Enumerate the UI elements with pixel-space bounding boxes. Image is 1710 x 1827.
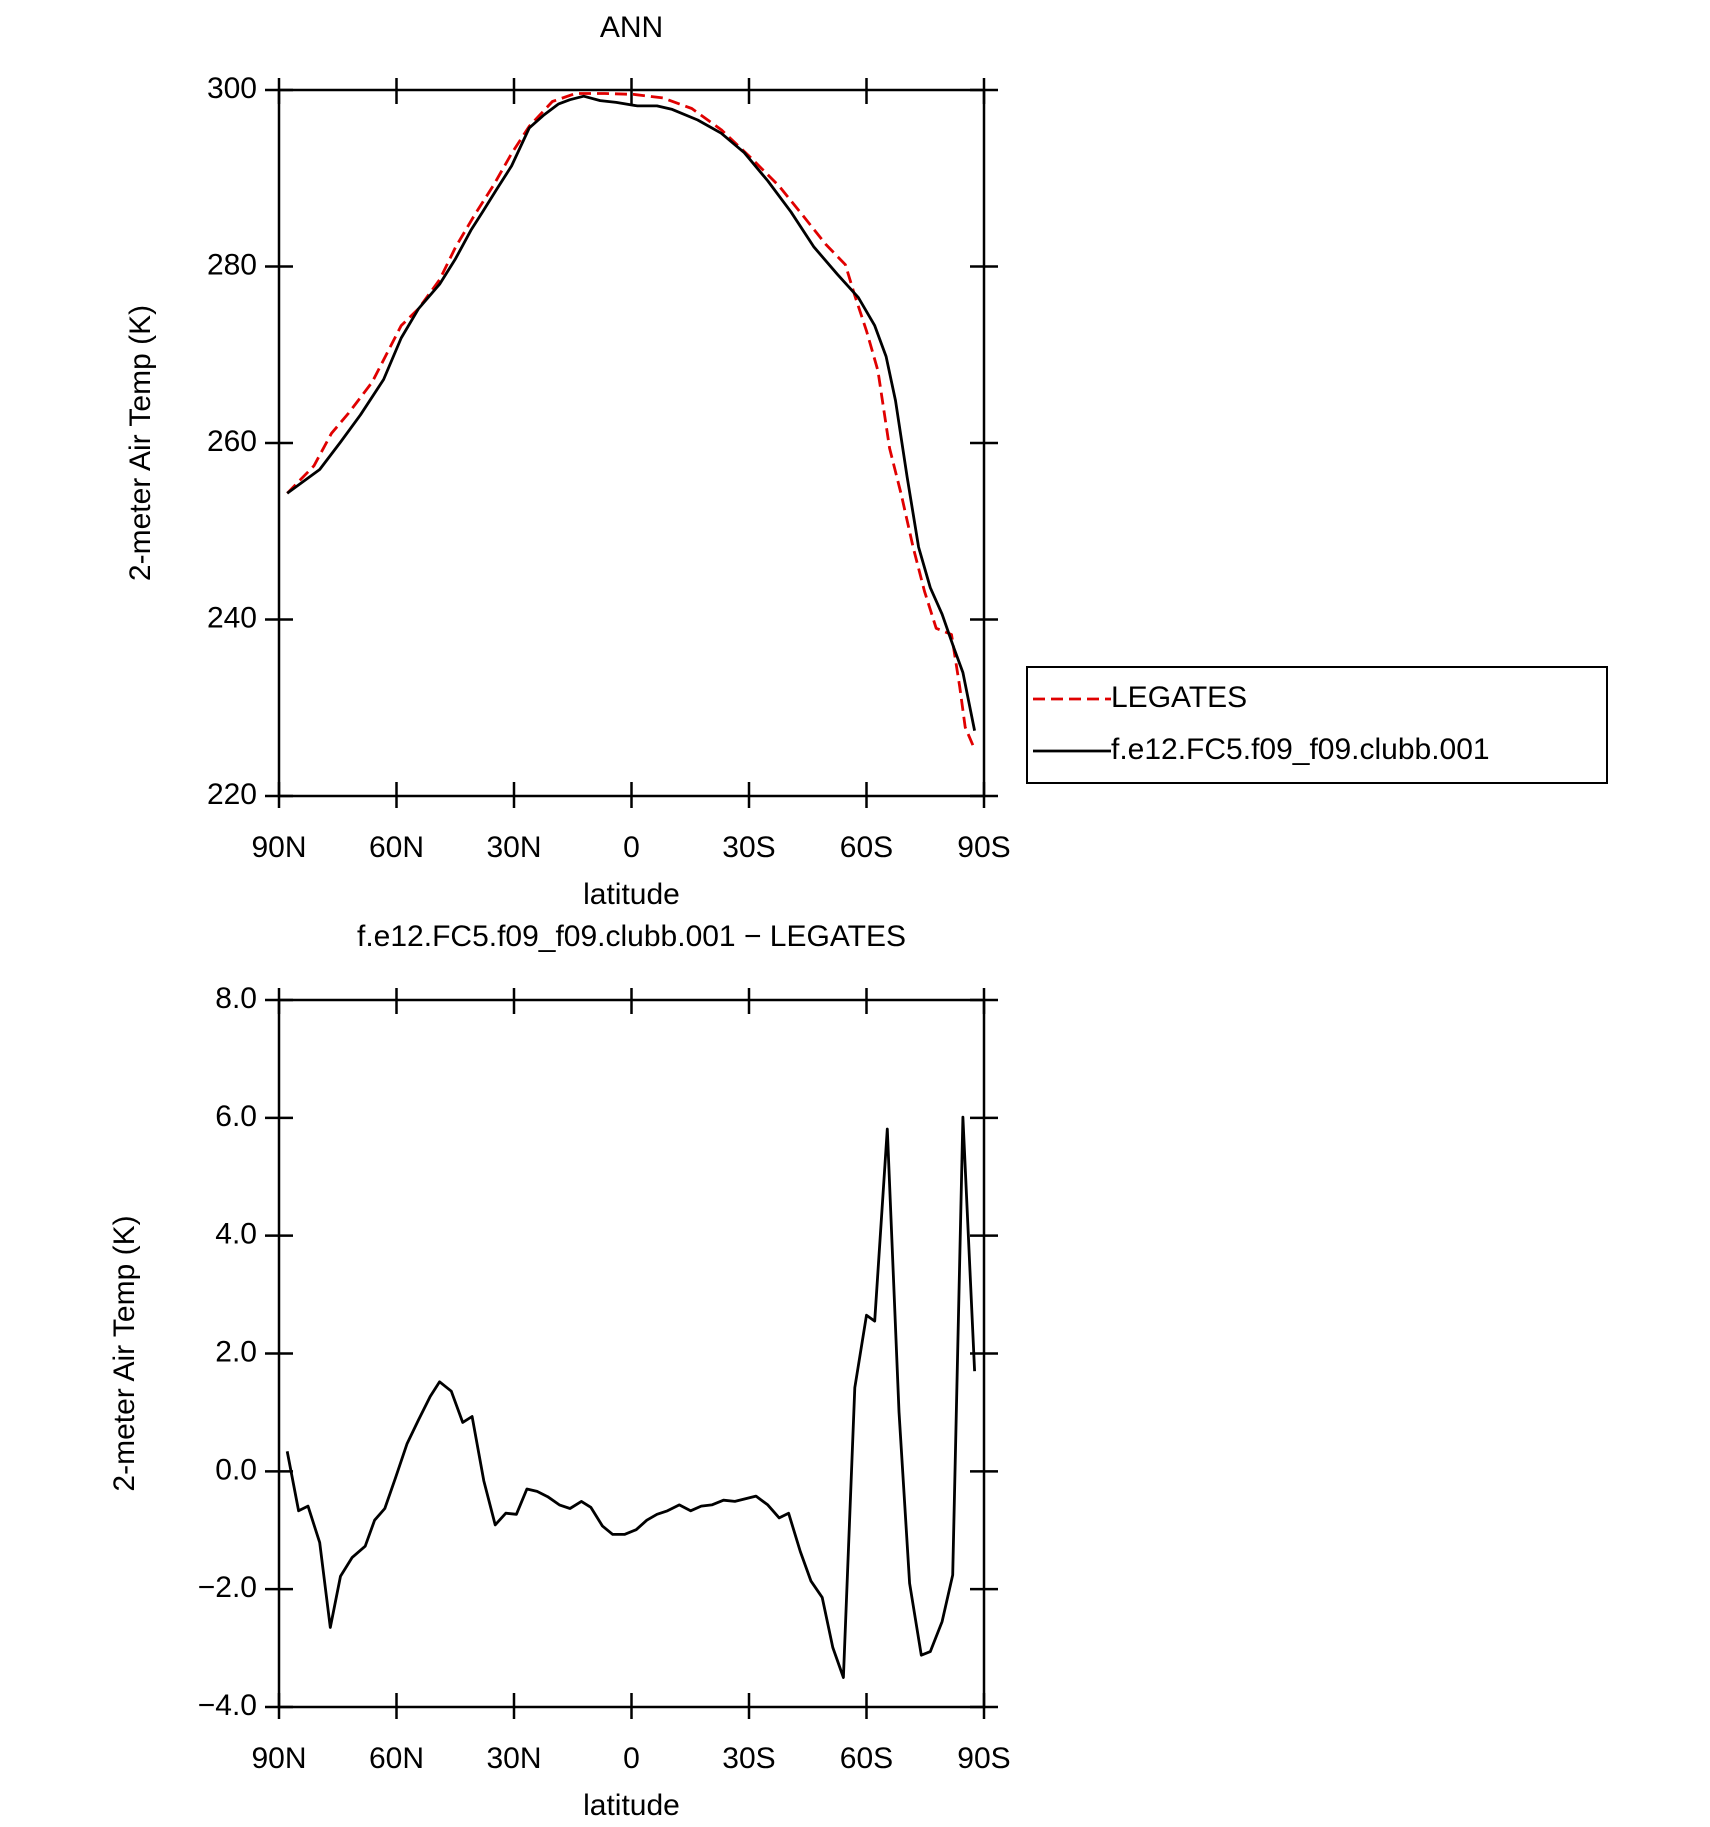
x-tick-label: 30S	[722, 831, 775, 864]
x-tick-label: 90N	[251, 1742, 306, 1775]
y-tick-label: 280	[207, 248, 257, 281]
x-tick-label: 90S	[957, 831, 1010, 864]
x-tick-label: 90S	[957, 1742, 1010, 1775]
x-tick-label: 0	[623, 831, 640, 864]
x-tick-label: 60N	[369, 1742, 424, 1775]
y-axis-label: 2-meter Air Temp (K)	[124, 305, 157, 581]
x-tick-label: 0	[623, 1742, 640, 1775]
legend-label: f.e12.FC5.f09_f09.clubb.001	[1111, 733, 1490, 766]
x-tick-label: 90N	[251, 831, 306, 864]
x-tick-label: 30S	[722, 1742, 775, 1775]
x-tick-label: 30N	[486, 831, 541, 864]
y-tick-label: 8.0	[215, 982, 257, 1015]
y-tick-label: 6.0	[215, 1100, 257, 1133]
chart-title: ANN	[600, 11, 663, 44]
legend-label: LEGATES	[1111, 681, 1247, 714]
y-tick-label: 4.0	[215, 1218, 257, 1251]
x-tick-label: 60S	[840, 831, 893, 864]
y-tick-label: −2.0	[198, 1571, 257, 1604]
plot-frame	[277, 998, 986, 1709]
x-tick-label: 30N	[486, 1742, 541, 1775]
y-tick-label: 260	[207, 425, 257, 458]
y-tick-label: 300	[207, 72, 257, 105]
plot-frame	[277, 88, 986, 798]
x-axis-label: latitude	[583, 1789, 680, 1822]
y-tick-label: 0.0	[215, 1453, 257, 1486]
x-tick-label: 60S	[840, 1742, 893, 1775]
chart-title: f.e12.FC5.f09_f09.clubb.001 − LEGATES	[357, 920, 906, 953]
y-tick-label: 2.0	[215, 1335, 257, 1368]
y-tick-label: 240	[207, 601, 257, 634]
y-axis-label: 2-meter Air Temp (K)	[108, 1215, 141, 1491]
x-axis-label: latitude	[583, 878, 680, 911]
x-tick-label: 60N	[369, 831, 424, 864]
data-line	[286, 94, 976, 731]
data-line	[285, 1115, 976, 1679]
y-tick-label: 220	[207, 778, 257, 811]
data-line	[286, 92, 976, 750]
legend-box	[1026, 666, 1608, 784]
y-tick-label: −4.0	[198, 1689, 257, 1722]
